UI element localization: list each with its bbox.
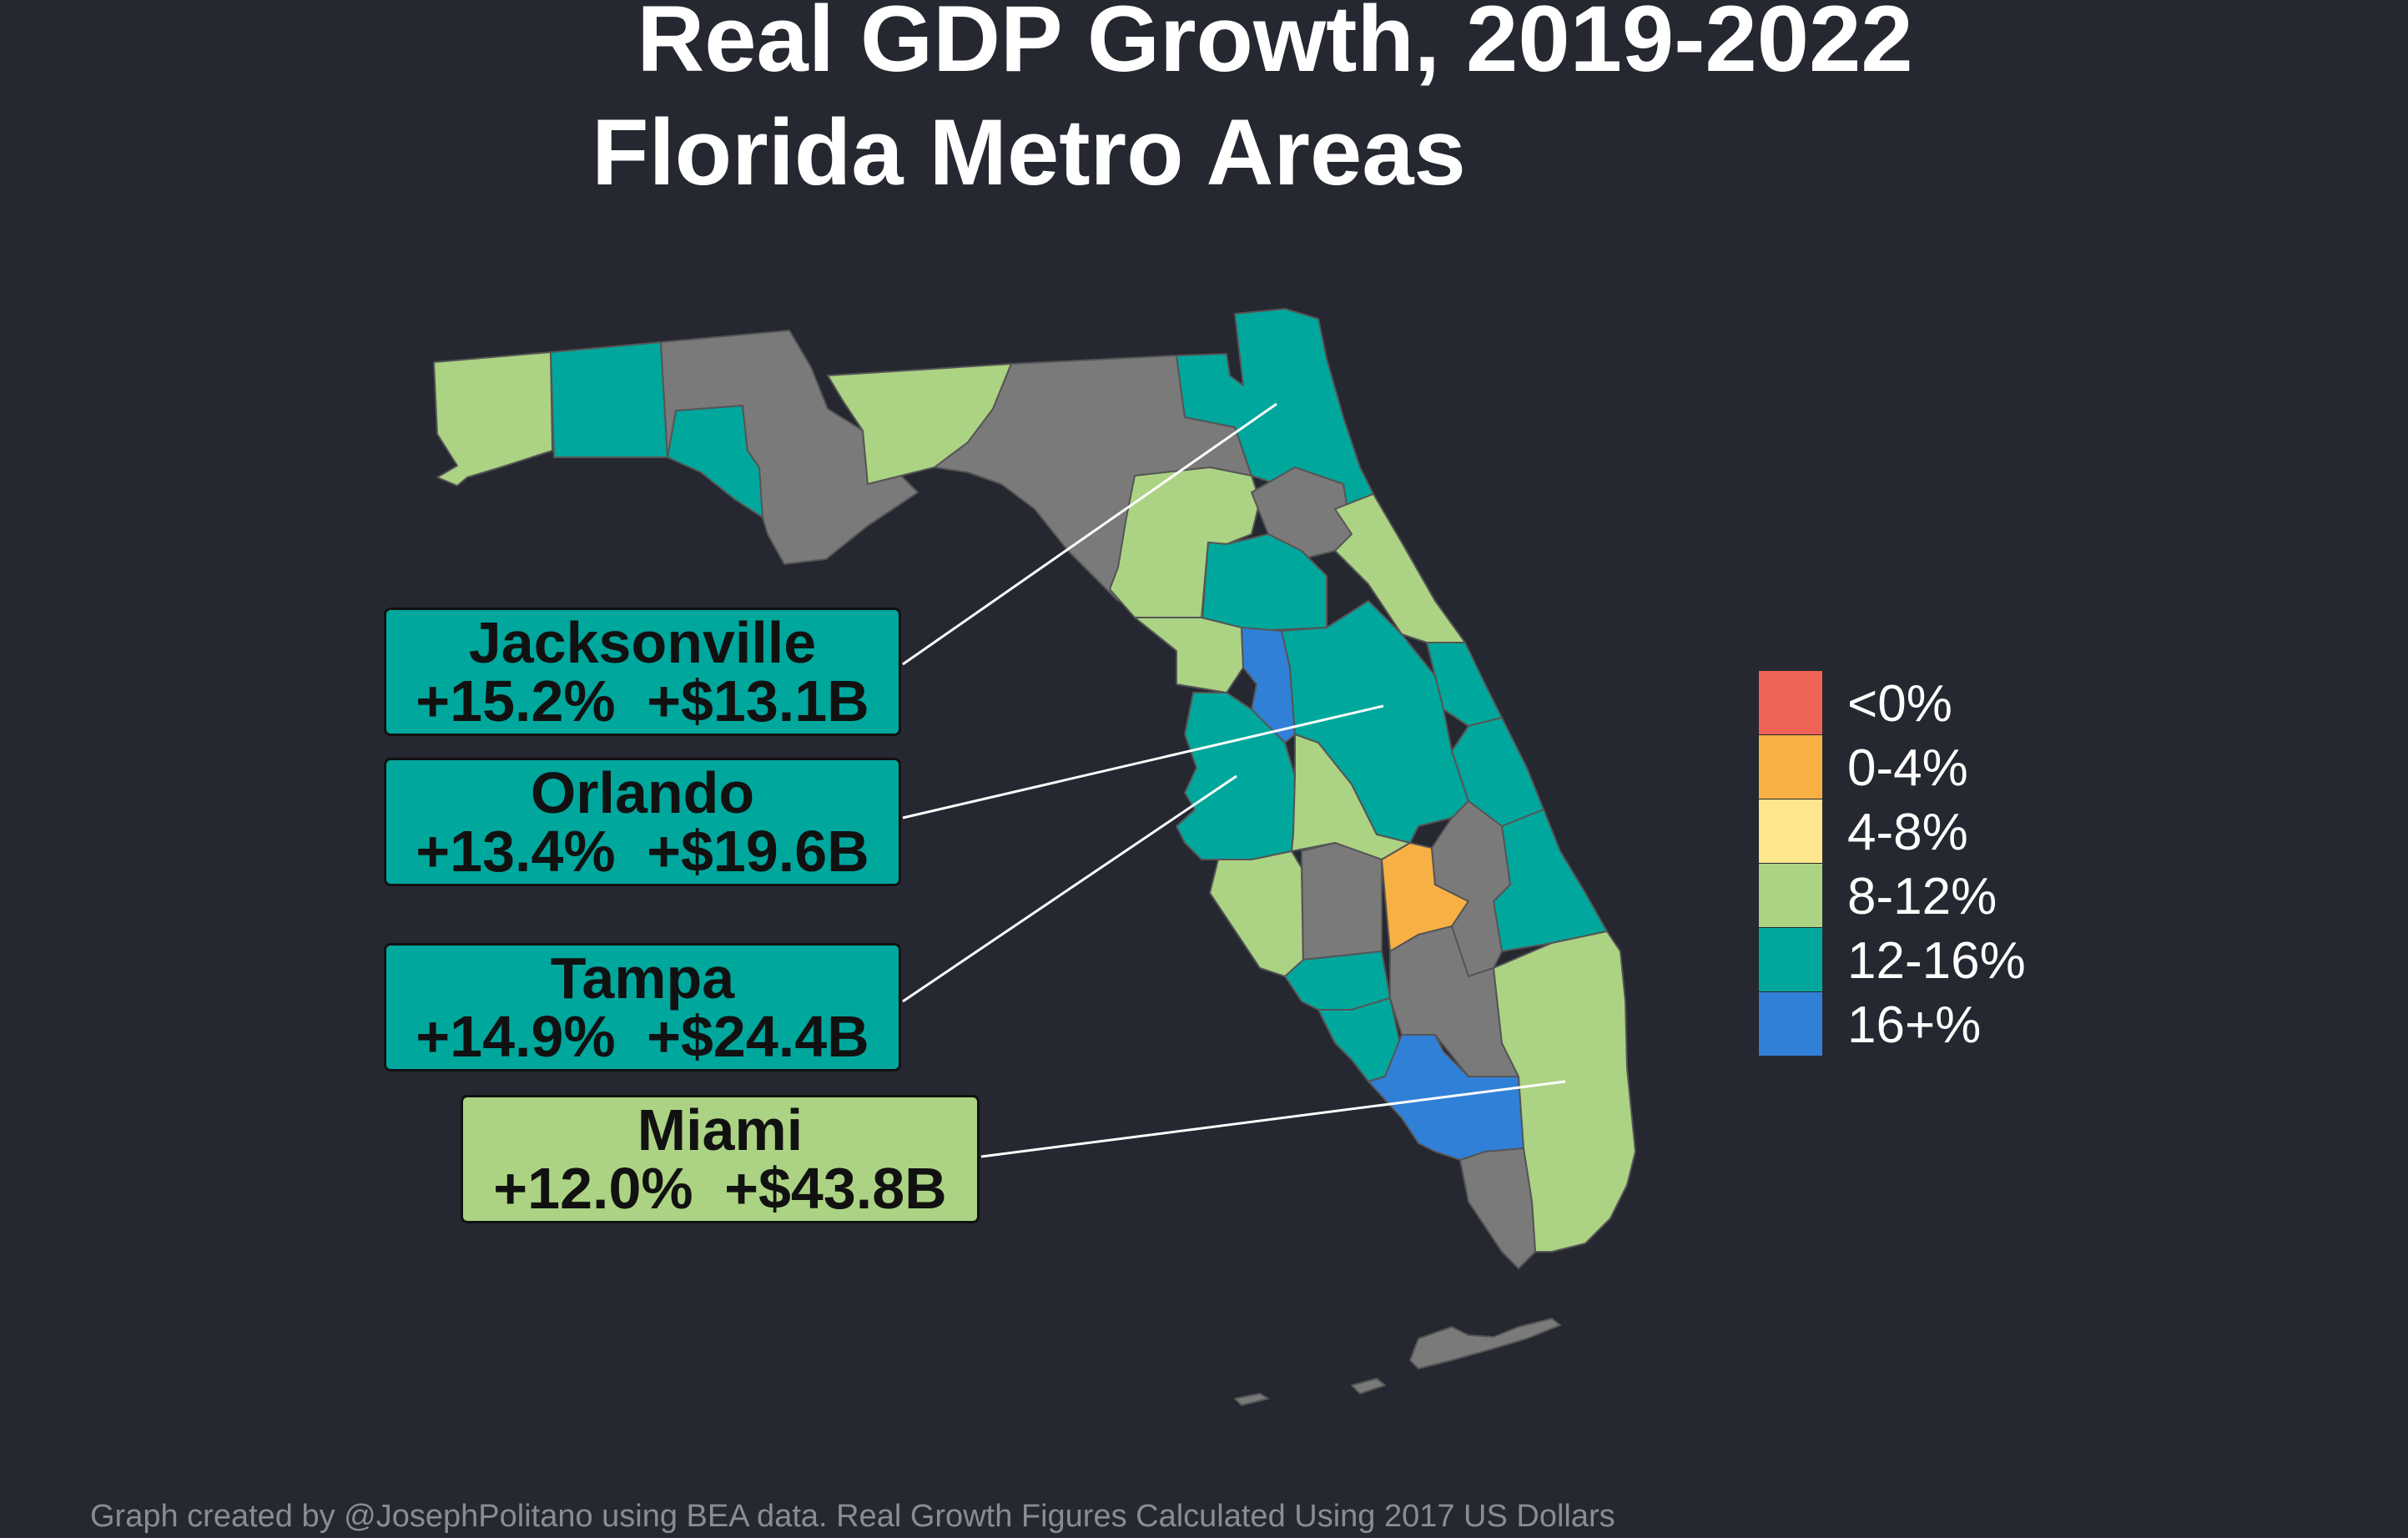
callout-leaders (902, 402, 1566, 1158)
callout-miami: Miami +12.0% +$43.8B (461, 1095, 980, 1223)
region-keys-islet (1351, 1378, 1386, 1394)
source-note: Graph created by @JosephPolitano using B… (90, 1499, 1615, 1534)
region-pensacola (433, 351, 553, 487)
leader-jacksonville (902, 402, 1277, 666)
callout-jacksonville-name: Jacksonville (468, 610, 817, 675)
legend-swatch (1759, 671, 1822, 734)
region-port-st-lucie (1493, 809, 1608, 952)
legend-swatch (1759, 799, 1822, 863)
map-title: Real GDP Growth, 2019-2022 (637, 0, 1913, 91)
region-keys (1409, 1318, 1561, 1369)
legend-item: 8-12% (1759, 864, 2109, 927)
legend-item: <0% (1759, 671, 2109, 734)
legend-label: 8-12% (1847, 868, 1997, 925)
region-homosassa (1134, 617, 1244, 693)
legend-item: 4-8% (1759, 799, 2109, 863)
region-jacksonville (1176, 308, 1374, 518)
callout-tampa-stats: +14.9% +$24.4B (416, 1004, 869, 1069)
callout-miami-stats: +12.0% +$43.8B (493, 1156, 947, 1221)
leader-orlando (902, 704, 1384, 819)
region-crestview (550, 341, 668, 458)
region-nodata-okeechobee (1431, 800, 1511, 977)
callout-jacksonville-stats: +15.2% +$13.1B (416, 668, 869, 734)
callout-tampa-name: Tampa (550, 945, 735, 1011)
region-keys-islet-2 (1234, 1393, 1269, 1406)
region-nodata-hardee (1301, 842, 1383, 961)
legend-item: 12-16% (1759, 928, 2109, 991)
legend-swatch (1759, 864, 1822, 927)
leader-tampa (902, 774, 1237, 1003)
legend-item: 16+% (1759, 992, 2109, 1056)
region-nodata-monroe (1459, 1147, 1536, 1269)
callout-miami-name: Miami (637, 1097, 804, 1162)
map-subtitle: Florida Metro Areas (592, 100, 1466, 204)
region-sarasota (1209, 850, 1304, 977)
legend-swatch (1759, 928, 1822, 991)
legend-label: 4-8% (1847, 804, 1968, 861)
callout-orlando-name: Orlando (530, 760, 755, 825)
leader-miami (980, 1080, 1566, 1158)
legend-label: 12-16% (1847, 932, 2026, 990)
legend-label: 0-4% (1847, 739, 1968, 797)
callout-orlando-stats: +13.4% +$19.6B (416, 819, 869, 884)
legend-swatch (1759, 992, 1822, 1056)
legend-swatch (1759, 735, 1822, 799)
region-nodata-panhandle (660, 330, 919, 565)
callout-tampa: Tampa +14.9% +$24.4B (384, 943, 901, 1072)
callout-jacksonville: Jacksonville +15.2% +$13.1B (384, 608, 901, 736)
region-miami (1493, 930, 1636, 1253)
legend-label: 16+% (1847, 996, 1982, 1054)
legend-label: <0% (1847, 675, 1952, 733)
legend-item: 0-4% (1759, 735, 2109, 799)
callout-orlando: Orlando +13.4% +$19.6B (384, 758, 901, 886)
